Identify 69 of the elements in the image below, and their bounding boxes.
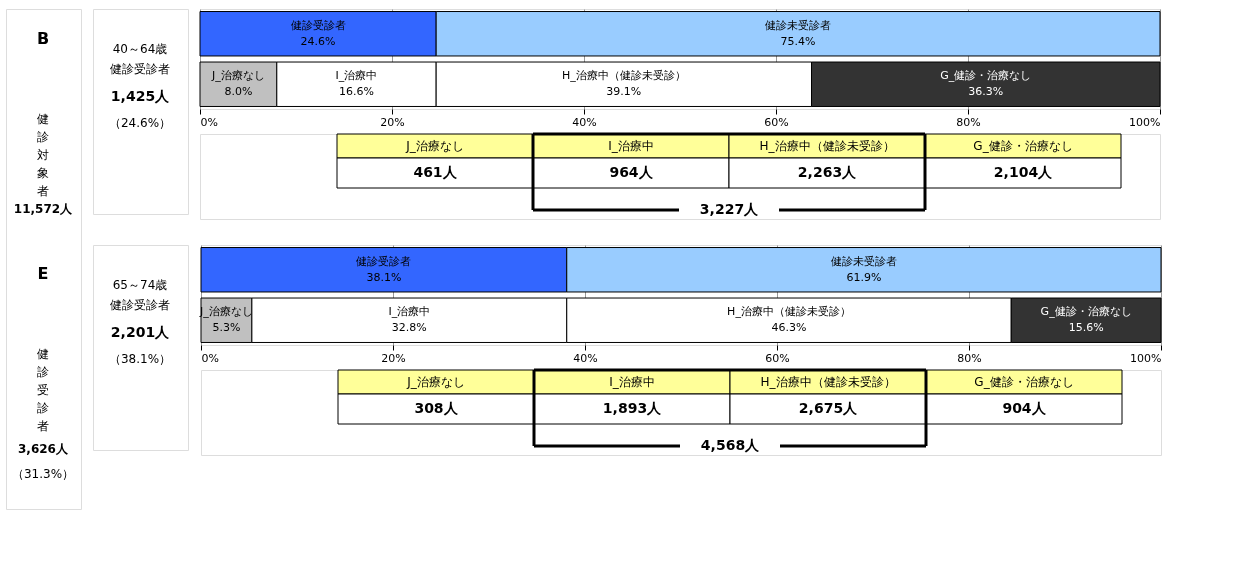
text: 461人 — [413, 164, 458, 180]
series-label: G_健診・治療なし — [1040, 305, 1132, 319]
x-tick-label: 60% — [765, 351, 790, 365]
text: 1,425人 — [110, 88, 171, 104]
data-label: 32.8% — [391, 321, 427, 335]
x-tick-label: 80% — [956, 115, 981, 129]
series-label: H_治療中（健診未受診） — [727, 305, 851, 319]
text: H_治療中（健診未受診） — [759, 139, 895, 153]
text: 健診受診者 — [110, 62, 170, 76]
x-tick-label: 20% — [380, 115, 405, 129]
series-label: J_治療なし — [211, 69, 265, 83]
x-tick-label: 40% — [573, 351, 598, 365]
series-label: J_治療なし — [199, 305, 253, 319]
text: G_健診・治療なし — [974, 375, 1074, 389]
data-label: 61.9% — [846, 270, 882, 284]
x-tick-label: 100% — [1129, 115, 1161, 129]
series-label: H_治療中（健診未受診） — [561, 69, 686, 83]
text: G_健診・治療なし — [973, 139, 1073, 153]
text: I_治療中 — [608, 139, 654, 153]
text: E — [37, 264, 49, 283]
data-label: 15.6% — [1068, 321, 1104, 335]
text: 2,104人 — [993, 164, 1054, 180]
text: （24.6%） — [108, 116, 172, 130]
data-label: 24.6% — [300, 34, 336, 48]
text: （31.3%） — [11, 467, 75, 481]
data-label: 36.3% — [968, 85, 1004, 99]
text: I_治療中 — [609, 375, 655, 389]
x-tick-label: 20% — [381, 351, 406, 365]
series-label: 健診未受診者 — [765, 18, 832, 32]
data-label: 8.0% — [224, 85, 253, 99]
text: 1,893人 — [602, 400, 663, 416]
text: 65～74歳 — [112, 278, 168, 292]
text: 904人 — [1002, 400, 1047, 416]
series-label: I_治療中 — [388, 305, 431, 319]
text: （38.1%） — [108, 352, 172, 366]
text: 308人 — [414, 400, 459, 416]
x-tick-label: 60% — [764, 115, 789, 129]
text: 2,675人 — [798, 400, 859, 416]
series-label: 健診受診者 — [356, 254, 412, 268]
text: 4,568人 — [700, 437, 761, 453]
x-tick-label: 80% — [957, 351, 982, 365]
text: B — [36, 29, 50, 48]
text: H_治療中（健診未受診） — [760, 375, 896, 389]
x-tick-label: 40% — [572, 115, 597, 129]
text: J_治療なし — [405, 139, 464, 153]
series-label: G_健診・治療なし — [940, 69, 1032, 83]
text: 健診受診者 — [37, 347, 49, 433]
data-label: 16.6% — [339, 85, 374, 99]
series-label: I_治療中 — [335, 69, 378, 83]
text: 3,626人 — [18, 442, 69, 456]
text: 健診受診者 — [110, 298, 170, 312]
data-label: 39.1% — [606, 85, 642, 99]
text: 3,227人 — [699, 201, 760, 217]
text: 11,572人 — [13, 202, 74, 216]
text: J_治療なし — [406, 375, 465, 389]
data-label: 38.1% — [366, 270, 402, 284]
data-label: 5.3% — [212, 321, 241, 335]
data-label: 75.4% — [780, 34, 816, 48]
series-label: 健診受診者 — [290, 18, 346, 32]
series-label: 健診未受診者 — [830, 254, 897, 268]
text: 健診対象者 — [37, 112, 49, 198]
text: 40～64歳 — [112, 42, 168, 56]
x-tick-label: 100% — [1130, 351, 1162, 365]
x-tick-label: 0% — [201, 351, 219, 365]
text: 2,201人 — [110, 324, 171, 340]
data-label: 46.3% — [771, 321, 807, 335]
x-tick-label: 0% — [200, 115, 218, 129]
text: 2,263人 — [797, 164, 858, 180]
text: 964人 — [609, 164, 654, 180]
